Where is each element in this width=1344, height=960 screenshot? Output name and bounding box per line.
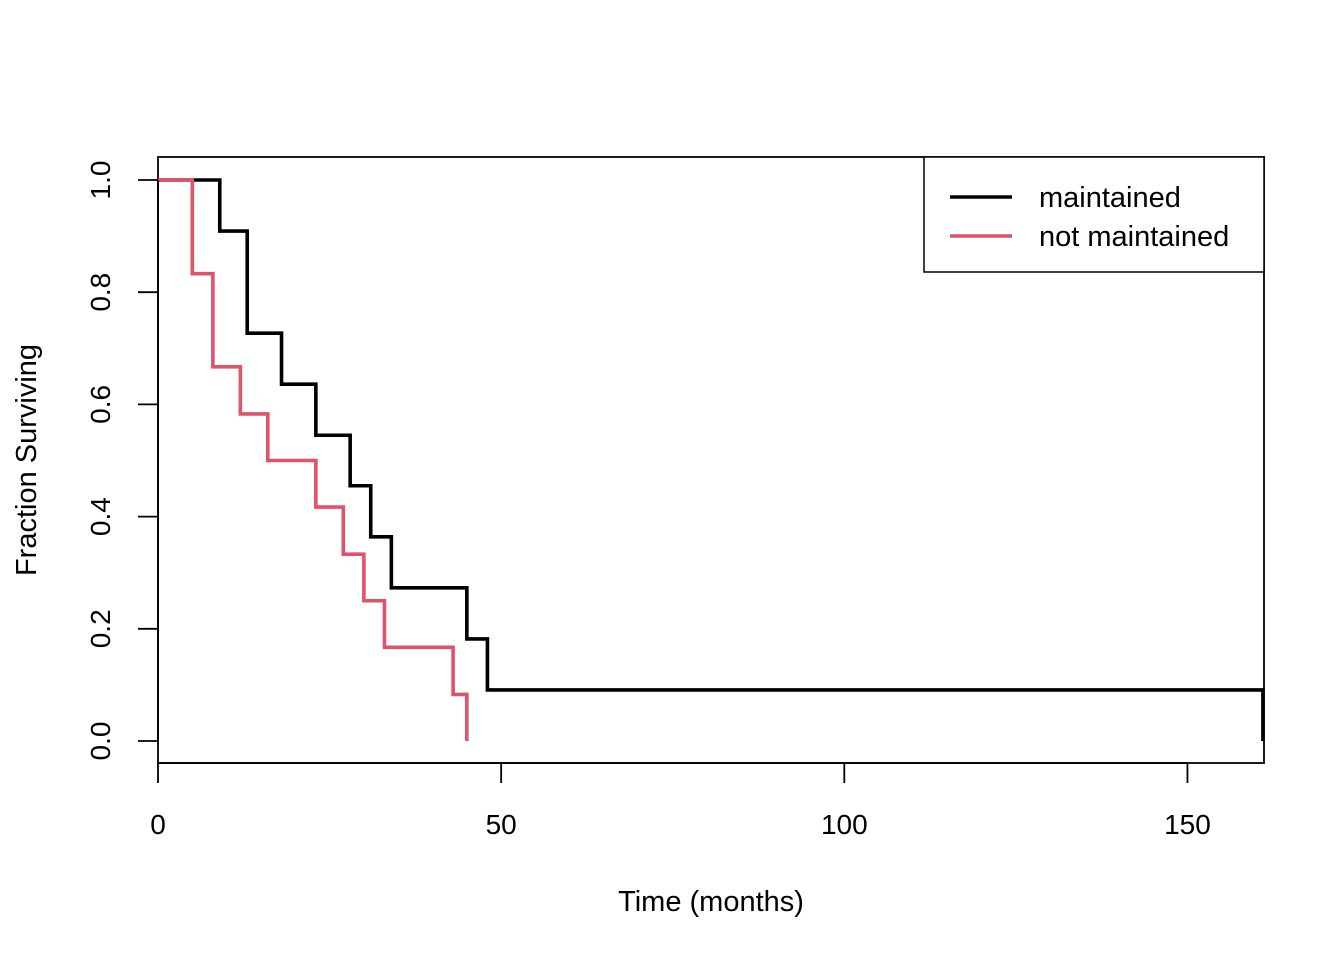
series-layer [158, 178, 1265, 741]
y-tick-label: 0.8 [85, 273, 116, 312]
legend-label: maintained [1039, 182, 1181, 214]
y-tick-label: 0.4 [85, 497, 116, 536]
y-axis-title: Fraction Surviving [11, 344, 43, 576]
legend: maintained not maintained [923, 156, 1265, 273]
x-tick-label: 50 [486, 809, 517, 840]
x-axis: 0 50 100 150 [150, 762, 1211, 840]
y-tick-label: 0.2 [85, 609, 116, 648]
x-tick-label: 100 [821, 809, 868, 840]
y-axis: 0.0 0.2 0.4 0.6 0.8 1.0 [85, 161, 159, 761]
y-tick-label: 0.0 [85, 722, 116, 761]
series-line-maintained [158, 178, 1265, 741]
y-tick-label: 0.6 [85, 385, 116, 424]
y-tick-label: 1.0 [85, 161, 116, 200]
series-line-not-maintained [158, 178, 469, 741]
legend-label: not maintained [1039, 221, 1229, 253]
legend-box [923, 156, 1265, 273]
x-axis-title: Time (months) [618, 886, 804, 918]
x-tick-label: 150 [1164, 809, 1211, 840]
x-tick-label: 0 [150, 809, 166, 840]
